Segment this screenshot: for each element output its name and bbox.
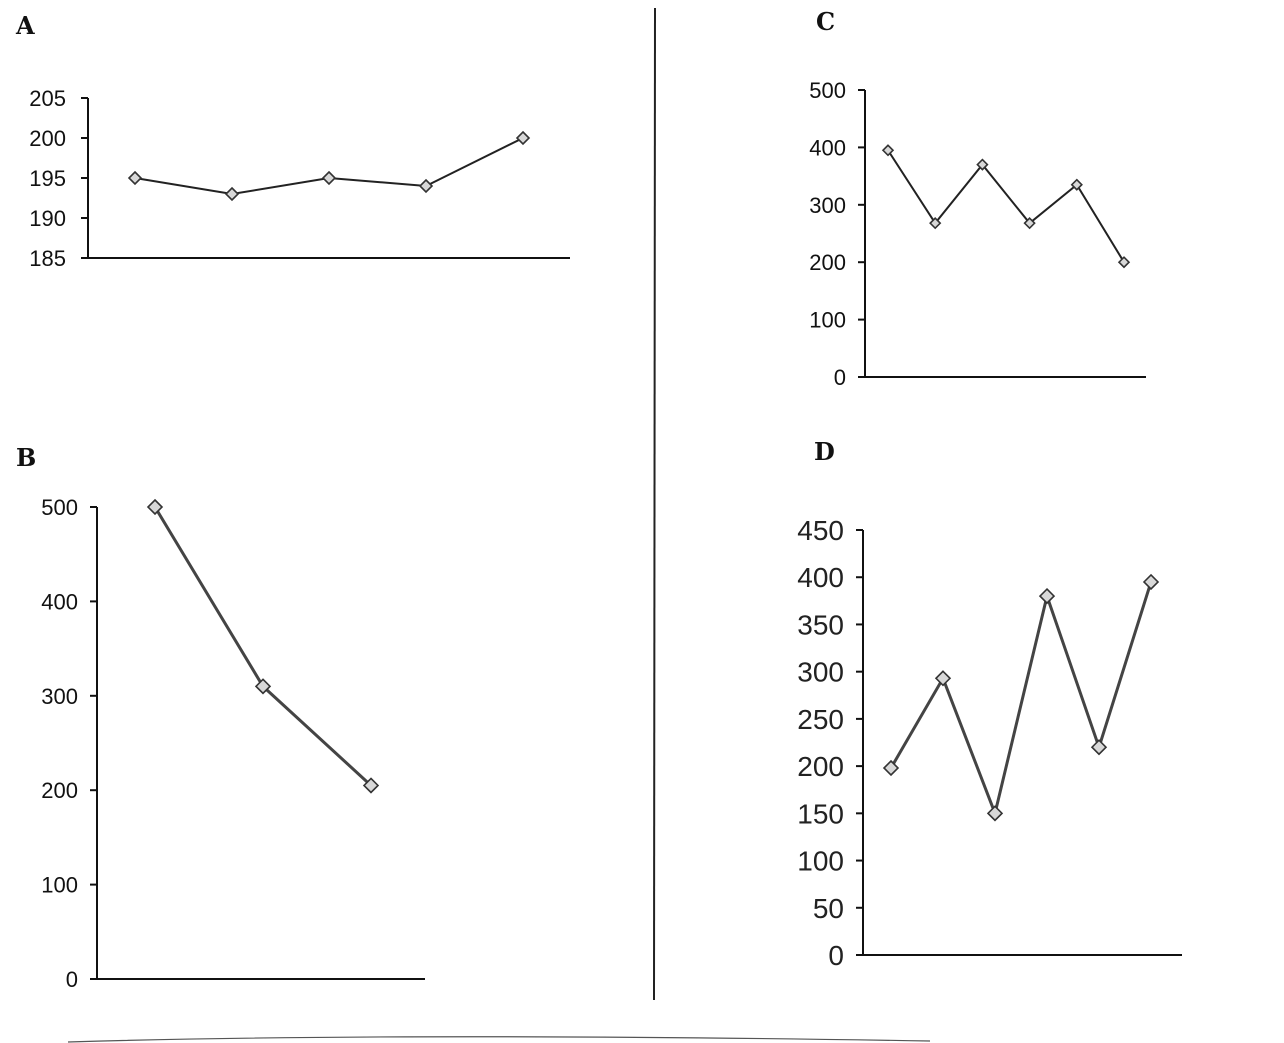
bottom-rule: [67, 1036, 931, 1043]
chart-b: 0 100 200 300 400 500: [41, 495, 425, 992]
y-tick-label: 50: [813, 893, 844, 924]
data-point-marker: [1023, 217, 1036, 230]
series-line: [134, 137, 524, 196]
y-tick-label: 0: [66, 967, 78, 992]
y-tick-label: 200: [797, 751, 844, 782]
data-point-marker: [515, 130, 531, 146]
data-point-marker: [127, 170, 143, 186]
data-point-marker: [1070, 178, 1083, 191]
y-tick-label: 100: [41, 873, 78, 898]
y-tick-label: 400: [797, 562, 844, 593]
y-tick-label: 300: [809, 193, 846, 218]
data-point-marker: [881, 144, 895, 157]
data-point-marker: [986, 805, 1004, 822]
panel-label-d: D: [814, 437, 835, 466]
y-tick-label: 400: [41, 589, 78, 614]
y-tick-label: 185: [29, 246, 66, 271]
data-point-marker: [1142, 573, 1160, 591]
panel-label-b: B: [16, 443, 36, 472]
y-tick-label: 450: [797, 515, 844, 546]
data-point-marker: [224, 186, 240, 202]
y-tick-label: 500: [41, 495, 78, 520]
y-tick-label: 100: [809, 308, 846, 333]
data-point-marker: [929, 217, 942, 230]
data-point-marker: [882, 759, 900, 777]
y-tick-label: 350: [797, 609, 844, 640]
data-point-marker: [362, 777, 380, 794]
y-tick-label: 190: [29, 206, 66, 231]
data-point-marker: [146, 498, 164, 516]
y-tick-label: 100: [797, 846, 844, 877]
y-tick-label: 150: [797, 798, 844, 829]
y-tick-label: 200: [41, 778, 78, 803]
data-point-marker: [934, 670, 952, 687]
data-point-marker: [1090, 739, 1108, 756]
chart-a: 185 190 195 200 205: [29, 86, 570, 271]
chart-d: 0 50 100 150 200 250 300 350 400 450: [797, 515, 1182, 971]
data-point-marker: [418, 178, 434, 194]
y-tick-label: 200: [809, 250, 846, 275]
y-tick-label: 500: [809, 78, 846, 103]
y-tick-label: 195: [29, 166, 66, 191]
y-tick-label: 300: [797, 657, 844, 688]
series-line: [153, 506, 373, 787]
chart-c: 0 100 200 300 400 500: [809, 78, 1146, 390]
data-point-marker: [254, 678, 272, 695]
y-tick-label: 205: [29, 86, 66, 111]
panel-label-a: A: [15, 11, 35, 40]
y-tick-label: 300: [41, 684, 78, 709]
vertical-divider: [653, 7, 656, 1001]
y-tick-label: 200: [29, 126, 66, 151]
y-tick-label: 0: [834, 365, 846, 390]
series-line: [887, 149, 1125, 263]
series-line: [889, 581, 1153, 819]
y-tick-label: 0: [828, 940, 844, 971]
panel-label-c: C: [816, 7, 835, 36]
y-tick-label: 400: [809, 135, 846, 160]
data-point-marker: [321, 170, 337, 186]
data-point-marker: [976, 158, 989, 171]
y-tick-label: 250: [797, 704, 844, 735]
data-point-marker: [1038, 587, 1056, 605]
data-point-marker: [1117, 256, 1131, 269]
